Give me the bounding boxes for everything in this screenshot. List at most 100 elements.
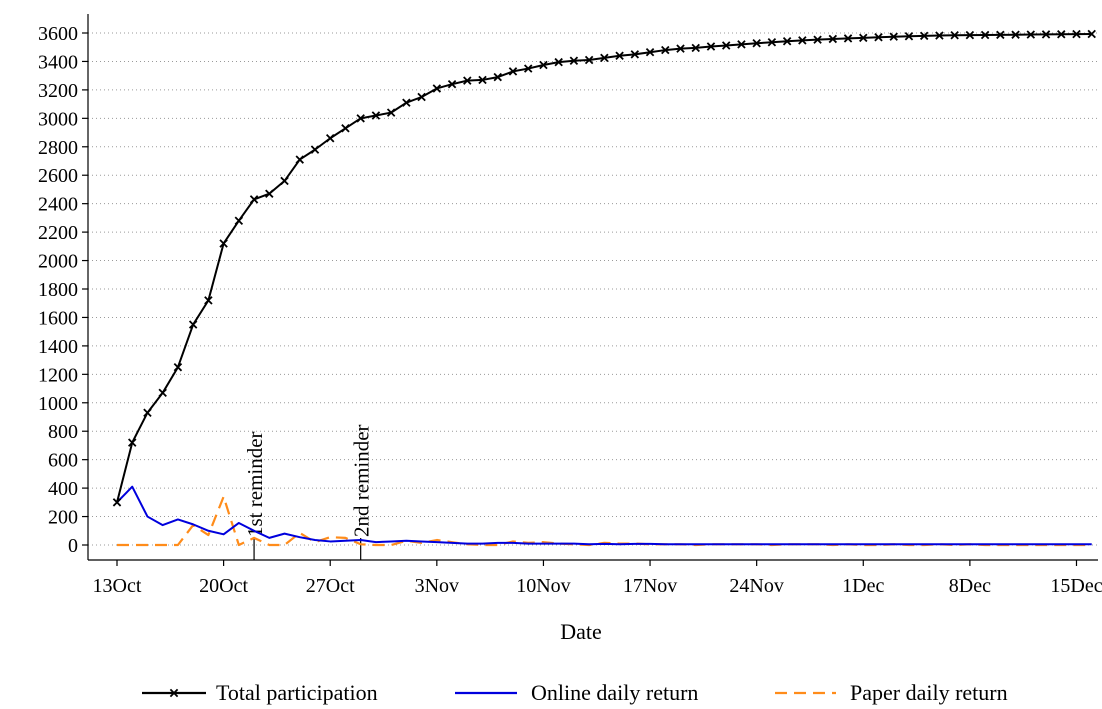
data-point-marker xyxy=(402,98,411,107)
legend-item: Online daily return xyxy=(455,680,698,705)
legend-marker xyxy=(169,688,179,698)
data-point-marker xyxy=(600,53,609,63)
data-point-marker xyxy=(706,42,716,51)
x-tick-label: 15Dec xyxy=(1050,575,1102,597)
x-axis-ticks: 13Oct 20Oct 27Oct 3Nov 10Nov 17Nov 24Nov 1Dec 8D… xyxy=(93,560,1102,597)
data-point-marker xyxy=(523,64,533,73)
data-point-marker xyxy=(889,32,898,41)
data-point-marker xyxy=(356,114,365,123)
legend: Total participation Online daily return Pa… xyxy=(142,680,1008,705)
series-total-participation xyxy=(112,29,1096,507)
data-point-marker xyxy=(935,31,944,40)
data-point-marker xyxy=(386,108,396,117)
data-point-marker xyxy=(859,33,868,43)
legend-label: Paper daily return xyxy=(850,680,1008,705)
legend-label: Online daily return xyxy=(531,680,698,705)
data-point-marker xyxy=(950,31,959,40)
series-line xyxy=(116,485,1092,546)
y-tick-label: 3600 xyxy=(38,23,78,45)
y-tick-label: 3400 xyxy=(38,51,78,73)
data-point-marker xyxy=(539,60,548,70)
data-point-marker xyxy=(1041,30,1051,39)
x-tick-label: 3Nov xyxy=(415,575,459,597)
data-point-marker xyxy=(1026,30,1036,39)
data-point-marker xyxy=(767,38,777,47)
data-point-marker xyxy=(737,40,746,49)
data-point-marker xyxy=(204,296,213,305)
y-tick-label: 3000 xyxy=(38,108,78,130)
data-point-marker xyxy=(265,189,274,198)
reminder-label: 2nd reminder xyxy=(350,424,374,537)
y-tick-label: 3200 xyxy=(38,80,78,102)
reminder-label: 1st reminder xyxy=(243,431,267,537)
data-point-marker xyxy=(1011,30,1020,39)
y-tick-label: 1200 xyxy=(38,364,78,386)
data-point-marker xyxy=(630,50,640,59)
data-point-marker xyxy=(463,76,472,85)
data-point-marker xyxy=(432,84,442,93)
data-point-marker xyxy=(980,30,990,40)
data-point-marker xyxy=(661,45,670,55)
data-point-marker xyxy=(280,176,289,186)
data-point-marker xyxy=(310,145,320,154)
y-tick-label: 400 xyxy=(48,478,78,500)
series xyxy=(112,29,1096,547)
data-point-marker xyxy=(782,37,792,46)
data-point-marker xyxy=(904,32,914,41)
x-axis-title: Date xyxy=(560,619,602,644)
x-tick-label: 20Oct xyxy=(199,575,248,597)
annotations: 1st reminder 2nd reminder xyxy=(243,424,374,560)
y-tick-label: 1400 xyxy=(38,336,78,358)
data-point-marker xyxy=(325,134,335,143)
y-tick-label: 2400 xyxy=(38,194,78,216)
data-point-marker xyxy=(919,31,929,41)
y-tick-label: 1000 xyxy=(38,393,78,415)
x-tick-label: 10Nov xyxy=(516,575,570,597)
data-point-marker xyxy=(508,67,518,76)
data-point-marker xyxy=(813,35,822,44)
data-point-marker xyxy=(112,498,122,507)
y-axis-ticks: 0 200 400 600 800 1000 1200 1400 1600 1800 2000 220… xyxy=(38,23,88,557)
gridlines xyxy=(88,32,1098,546)
x-tick-label: 13Oct xyxy=(93,575,142,597)
data-point-marker xyxy=(493,72,502,82)
data-point-marker xyxy=(127,438,137,447)
y-tick-label: 0 xyxy=(68,535,78,557)
series-online-daily-return xyxy=(116,485,1092,546)
data-point-marker xyxy=(676,44,685,53)
data-point-marker xyxy=(341,124,350,133)
data-point-marker xyxy=(615,51,624,60)
data-point-marker xyxy=(569,56,579,65)
axes xyxy=(87,14,1098,561)
x-tick-label: 17Nov xyxy=(623,575,677,597)
y-tick-label: 200 xyxy=(48,507,78,529)
legend-label: Total participation xyxy=(216,680,378,705)
y-tick-label: 600 xyxy=(48,450,78,472)
y-tick-label: 2000 xyxy=(38,251,78,273)
data-point-marker xyxy=(752,39,761,48)
data-point-marker xyxy=(295,155,304,164)
data-point-marker xyxy=(584,55,594,65)
x-tick-label: 27Oct xyxy=(306,575,355,597)
data-point-marker xyxy=(996,30,1005,40)
legend-item: Total participation xyxy=(142,680,378,705)
y-tick-label: 1600 xyxy=(38,307,78,329)
data-point-marker xyxy=(721,41,731,50)
data-point-marker xyxy=(874,33,883,42)
data-point-marker xyxy=(188,320,198,329)
data-point-marker xyxy=(798,36,807,45)
x-tick-label: 24Nov xyxy=(729,575,783,597)
data-point-marker xyxy=(371,111,381,120)
x-tick-label: 8Dec xyxy=(949,575,991,597)
data-point-marker xyxy=(1057,30,1066,39)
data-point-marker xyxy=(158,388,167,398)
data-point-marker xyxy=(691,43,700,53)
y-tick-label: 1800 xyxy=(38,279,78,301)
y-tick-label: 2200 xyxy=(38,222,78,244)
data-point-marker xyxy=(417,92,426,102)
data-point-marker xyxy=(828,34,838,44)
data-point-marker xyxy=(645,47,655,57)
data-point-marker xyxy=(249,195,259,204)
